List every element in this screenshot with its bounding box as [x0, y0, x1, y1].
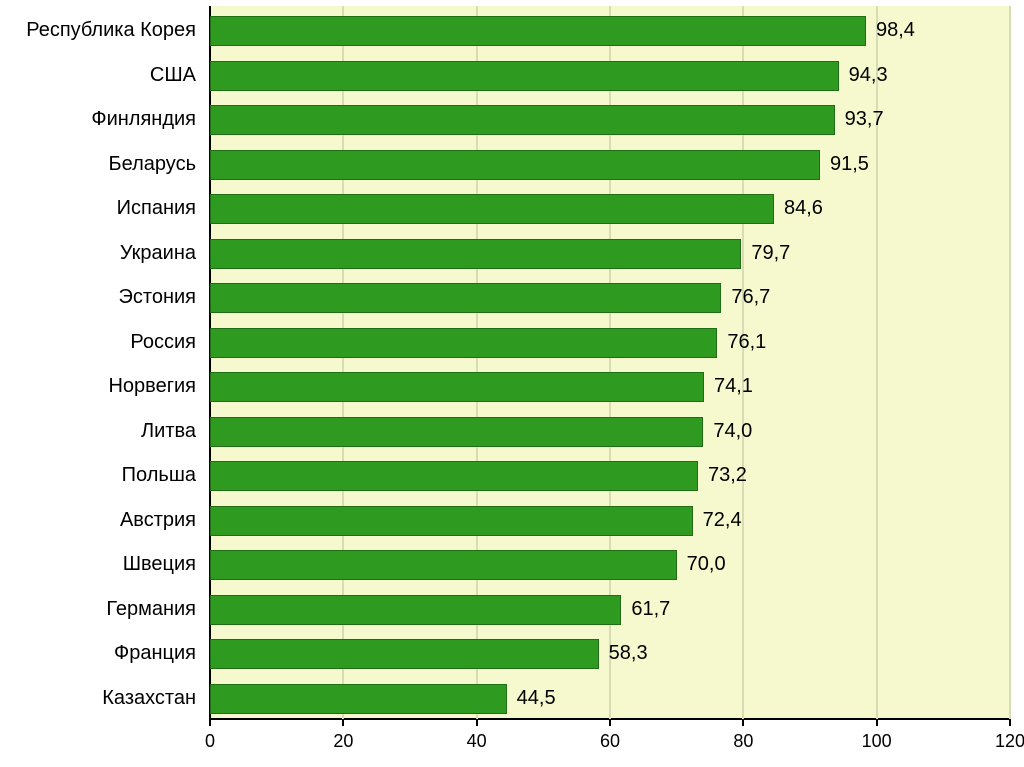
- category-label: Испания: [0, 197, 196, 220]
- x-tick-label: 100: [847, 731, 907, 752]
- x-tick: [342, 719, 344, 726]
- value-label: 94,3: [849, 64, 888, 87]
- category-label: Казахстан: [0, 687, 196, 710]
- value-label: 61,7: [631, 598, 670, 621]
- category-label: Швеция: [0, 553, 196, 576]
- x-tick: [876, 719, 878, 726]
- value-label: 79,7: [751, 242, 790, 265]
- plot-area: [210, 6, 1010, 719]
- bar: [210, 194, 774, 224]
- bar: [210, 372, 704, 402]
- bar: [210, 105, 835, 135]
- category-label: Литва: [0, 420, 196, 443]
- bar: [210, 639, 599, 669]
- category-label: Россия: [0, 331, 196, 354]
- bar: [210, 417, 703, 447]
- value-label: 74,1: [714, 375, 753, 398]
- x-tick: [476, 719, 478, 726]
- x-tick: [209, 719, 211, 726]
- value-label: 76,7: [731, 286, 770, 309]
- bar: [210, 283, 721, 313]
- category-label: Норвегия: [0, 375, 196, 398]
- x-tick-label: 80: [713, 731, 773, 752]
- x-tick-label: 60: [580, 731, 640, 752]
- bar: [210, 150, 820, 180]
- category-label: Германия: [0, 598, 196, 621]
- category-label: Украина: [0, 242, 196, 265]
- value-label: 72,4: [703, 509, 742, 532]
- category-label: Польша: [0, 464, 196, 487]
- bar: [210, 595, 621, 625]
- value-label: 84,6: [784, 197, 823, 220]
- value-label: 73,2: [708, 464, 747, 487]
- bar: [210, 550, 677, 580]
- horizontal-bar-chart: 0 20 40 60 80 100 120 Республика Корея 98,4 США 94…: [0, 0, 1024, 767]
- bar: [210, 684, 507, 714]
- value-label: 70,0: [687, 553, 726, 576]
- value-label: 76,1: [727, 331, 766, 354]
- category-label: Эстония: [0, 286, 196, 309]
- x-tick: [742, 719, 744, 726]
- bar: [210, 239, 741, 269]
- bar: [210, 16, 866, 46]
- x-tick-label: 0: [180, 731, 240, 752]
- value-label: 91,5: [830, 153, 869, 176]
- value-label: 74,0: [713, 420, 752, 443]
- x-tick-label: 40: [447, 731, 507, 752]
- category-label: Австрия: [0, 509, 196, 532]
- x-tick: [609, 719, 611, 726]
- bar: [210, 328, 717, 358]
- value-label: 44,5: [517, 687, 556, 710]
- bar: [210, 461, 698, 491]
- value-label: 98,4: [876, 19, 915, 42]
- x-tick-label: 120: [980, 731, 1024, 752]
- category-label: США: [0, 64, 196, 87]
- x-tick-label: 20: [313, 731, 373, 752]
- category-label: Финляндия: [0, 108, 196, 131]
- category-label: Беларусь: [0, 153, 196, 176]
- value-label: 58,3: [609, 642, 648, 665]
- gridline: [1009, 6, 1011, 719]
- x-tick: [1009, 719, 1011, 726]
- category-label: Франция: [0, 642, 196, 665]
- bar: [210, 61, 839, 91]
- value-label: 93,7: [845, 108, 884, 131]
- category-label: Республика Корея: [0, 19, 196, 42]
- bar: [210, 506, 693, 536]
